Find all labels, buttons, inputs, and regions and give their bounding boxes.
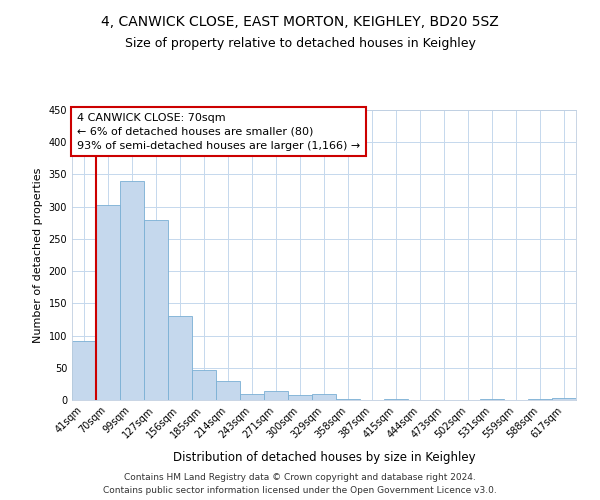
- Bar: [336, 398, 360, 400]
- Text: Size of property relative to detached houses in Keighley: Size of property relative to detached ho…: [125, 38, 475, 51]
- Text: Contains HM Land Registry data © Crown copyright and database right 2024.
Contai: Contains HM Land Registry data © Crown c…: [103, 473, 497, 495]
- Bar: [192, 370, 216, 400]
- Bar: [240, 394, 264, 400]
- Text: 4, CANWICK CLOSE, EAST MORTON, KEIGHLEY, BD20 5SZ: 4, CANWICK CLOSE, EAST MORTON, KEIGHLEY,…: [101, 15, 499, 29]
- Bar: [120, 181, 144, 400]
- Bar: [96, 206, 120, 400]
- Bar: [312, 394, 336, 400]
- Y-axis label: Number of detached properties: Number of detached properties: [33, 168, 43, 342]
- Bar: [144, 220, 168, 400]
- Bar: [216, 380, 240, 400]
- Bar: [72, 342, 96, 400]
- Bar: [264, 391, 288, 400]
- Text: 4 CANWICK CLOSE: 70sqm
← 6% of detached houses are smaller (80)
93% of semi-deta: 4 CANWICK CLOSE: 70sqm ← 6% of detached …: [77, 113, 360, 151]
- Bar: [288, 396, 312, 400]
- X-axis label: Distribution of detached houses by size in Keighley: Distribution of detached houses by size …: [173, 451, 475, 464]
- Bar: [168, 316, 192, 400]
- Bar: [552, 398, 576, 400]
